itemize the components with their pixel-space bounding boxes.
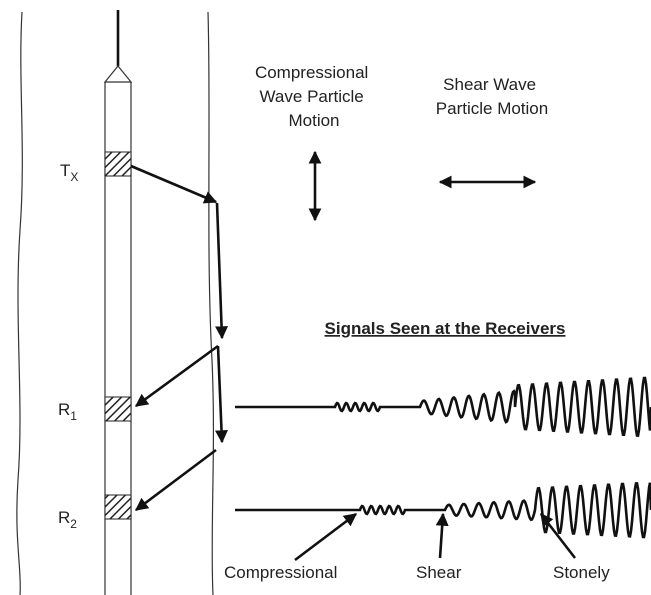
borehole-wall-left <box>16 11 23 595</box>
shear-motion-label: Shear Wave Particle Motion <box>436 75 548 118</box>
ray <box>134 448 217 512</box>
receiver <box>104 396 132 422</box>
signal-trace <box>235 376 651 438</box>
signals-title: Signals Seen at the Receivers <box>325 319 566 338</box>
pointer <box>539 512 577 559</box>
ray <box>215 345 229 444</box>
borehole-wall-right <box>207 11 215 595</box>
pointer <box>435 512 449 559</box>
wave-label: Compressional <box>224 563 337 582</box>
pointer <box>294 512 358 562</box>
transmitter-label: TX <box>60 161 78 184</box>
ray <box>134 344 219 408</box>
receiver-label: R1 <box>58 400 77 423</box>
tool-top <box>103 65 133 83</box>
signal-trace <box>235 482 651 539</box>
transmitter <box>104 151 132 177</box>
wave-label: Stonely <box>553 563 610 582</box>
ray <box>215 202 229 340</box>
ray <box>130 164 218 204</box>
receiver-label: R2 <box>58 508 77 531</box>
wave-label: Shear <box>416 563 462 582</box>
receiver <box>104 494 132 520</box>
compressional-motion-label: Compressional Wave Particle Motion <box>255 63 373 130</box>
